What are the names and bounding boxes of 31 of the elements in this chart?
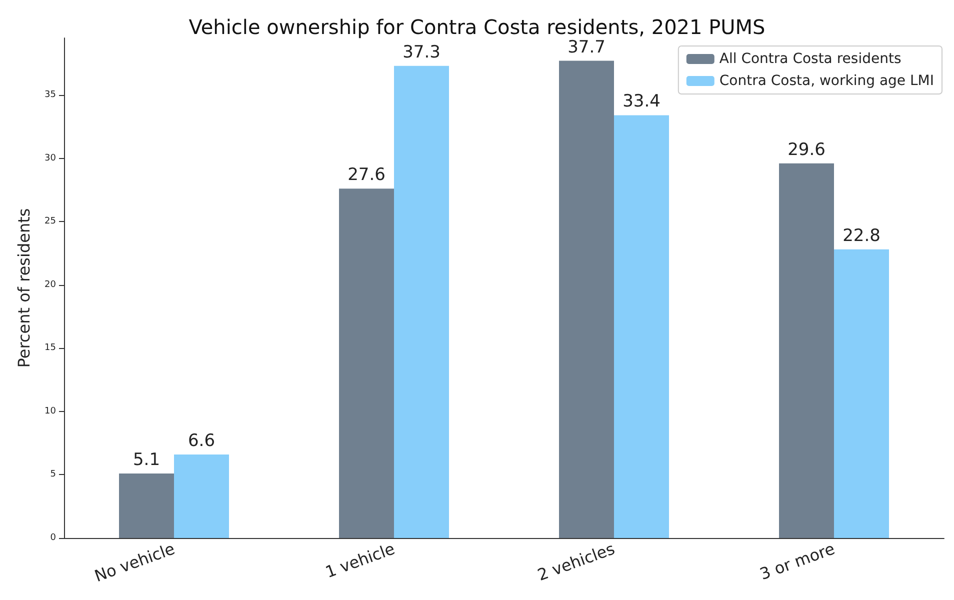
x-tick-label: 3 or more [757, 539, 838, 584]
bar [779, 163, 834, 538]
y-tick-label: 15 [44, 343, 56, 354]
chart-title: Vehicle ownership for Contra Costa residents, 2021 PUMS [188, 15, 766, 39]
data-label: 37.7 [568, 37, 606, 58]
y-tick-label: 25 [44, 216, 56, 227]
data-label: 22.8 [842, 226, 880, 246]
bar [119, 473, 174, 538]
y-tick-label: 20 [44, 280, 56, 290]
data-label: 5.1 [132, 450, 160, 470]
data-label: 33.4 [622, 92, 660, 112]
y-tick-label: 10 [44, 406, 56, 416]
bar [339, 188, 394, 538]
bar [174, 454, 229, 538]
y-axis-title: Percent of residents [14, 208, 34, 368]
data-label: 6.6 [188, 430, 216, 451]
y-tick-label: 5 [50, 470, 56, 480]
bar [559, 60, 614, 538]
bar [834, 249, 889, 538]
data-label: 37.3 [402, 42, 440, 62]
x-tick-label: No vehicle [92, 539, 178, 586]
legend-label: All Contra Costa residents [719, 51, 902, 67]
data-label: 27.6 [348, 165, 386, 186]
data-label: 29.6 [788, 140, 826, 160]
y-tick-label: 0 [50, 533, 56, 543]
y-tick-label: 30 [44, 153, 56, 164]
bar [394, 66, 449, 538]
bar [614, 115, 669, 538]
y-tick-label: 35 [44, 90, 56, 100]
legend-label: Contra Costa, working age LMI [719, 73, 934, 89]
x-tick-label: 1 vehicle [322, 539, 398, 582]
